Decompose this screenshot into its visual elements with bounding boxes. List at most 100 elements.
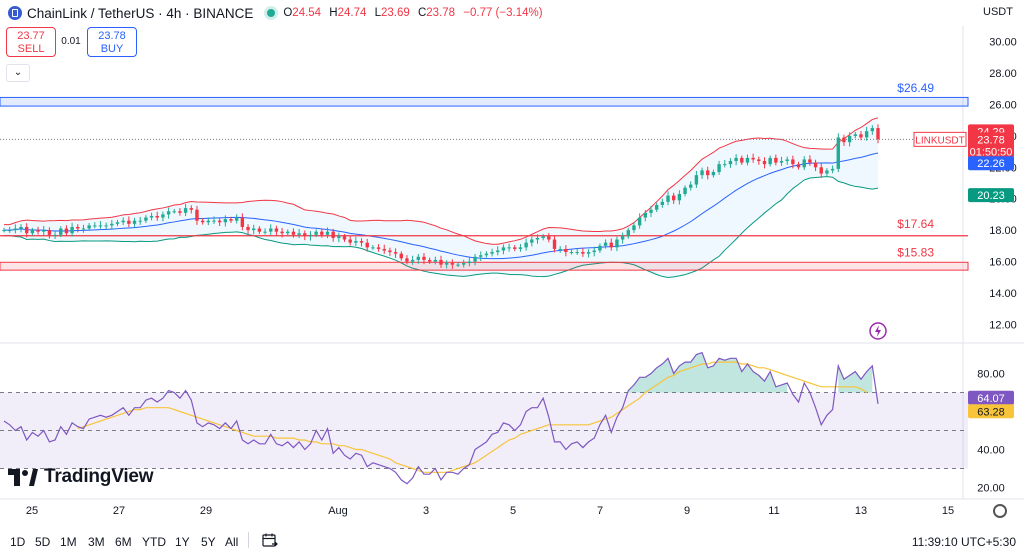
candle [870,128,875,132]
buy-button[interactable]: 23.78 BUY [87,27,137,57]
candle [757,159,761,162]
candle [24,226,29,234]
candle [47,230,52,235]
symbol-title[interactable]: ChainLink / TetherUS · 4h · BINANCE [27,5,254,21]
sell-label: SELL [17,43,45,55]
bb-fill [4,117,878,278]
timeframe-5y-button[interactable]: 5Y [201,535,216,549]
currency-selector[interactable]: USDT [983,6,1013,18]
candle [785,159,789,162]
market-status-icon[interactable] [267,9,276,17]
candle [286,231,290,234]
candle [615,239,619,248]
candle [467,261,472,264]
high-value: 24.74 [337,7,367,19]
time-tick-label: 29 [200,505,212,517]
candle [706,170,710,176]
tradingview-watermark[interactable]: TradingView [8,466,154,488]
candle [274,228,279,232]
candle [830,168,835,171]
bb-basis-line [4,152,879,260]
candle [444,263,449,265]
candle [518,247,523,249]
price-tick-label: 16.00 [989,257,1017,269]
candle [348,239,352,243]
symbol-header[interactable]: ChainLink / TetherUS · 4h · BINANCE O24.… [8,3,548,23]
timeframe-1m-button[interactable]: 1M [60,535,77,549]
candle [393,252,398,254]
rsi-tick-label: 20.00 [977,483,1005,495]
price-label-box [968,132,1014,159]
candle [853,134,858,136]
candle [774,157,778,163]
lightning-bolt [875,325,881,337]
timeframe-6m-button[interactable]: 6M [115,535,132,549]
candle [81,228,86,230]
time-tick-label: 9 [684,505,690,517]
candle [30,230,35,234]
zone-1 [0,261,969,271]
rsi-ma-line [77,361,867,473]
timeframe-ytd-button[interactable]: YTD [142,535,166,549]
tradingview-logo-icon [8,468,38,486]
chevron-down-icon[interactable]: ⌄ [6,64,30,82]
symbol-tag: LINKUSDT [915,135,964,146]
candle [70,226,74,234]
candle [666,195,670,202]
candle [149,215,154,218]
candle [796,164,801,168]
candle [263,231,267,233]
calendar-range-icon[interactable] [262,532,278,548]
timeframe-1y-button[interactable]: 1Y [175,535,190,549]
candle [547,236,551,240]
candle [252,228,256,231]
candle [745,157,750,163]
candle [717,164,721,173]
timeframe-5d-button[interactable]: 5D [35,535,51,549]
candle [217,220,222,223]
candle [456,264,460,266]
candle [864,131,869,138]
candle [291,231,296,235]
rsi-tick-label: 40.00 [977,445,1005,457]
candle [76,226,80,229]
sell-button[interactable]: 23.77 SELL [6,27,56,57]
candle [280,231,284,234]
timeframe-1d-button[interactable]: 1D [10,535,26,549]
time-tick-label: 7 [597,505,603,517]
candle [723,164,727,166]
candle [507,247,511,249]
candle [229,219,233,221]
candle [206,220,211,223]
candle [422,256,426,260]
gear-icon[interactable] [993,504,1007,518]
timeframe-all-button[interactable]: All [225,535,239,549]
price-label-box [968,188,1014,203]
candle [496,250,500,253]
candle [314,231,318,235]
timeframe-3m-button[interactable]: 3M [88,535,105,549]
candle [802,159,806,168]
candle [166,211,171,215]
candle [98,225,103,227]
candle [371,247,375,249]
candle [303,233,307,237]
price-label-text: 20.23 [977,190,1005,202]
candle [388,250,392,253]
candle [728,161,733,165]
rsi-overbought-fill [628,352,788,393]
candle [416,256,421,260]
candle [677,193,682,201]
price-label-text: 01:50:50 [970,146,1013,158]
candle [632,225,636,231]
candle [501,247,506,251]
candle [104,225,108,227]
candle [138,220,142,222]
candle [195,209,199,221]
clock-timezone[interactable]: 11:39:10 UTC+5:30 [911,535,1016,549]
bb-lower-line [4,176,879,278]
candle [530,239,534,243]
candle [700,170,704,176]
time-tick-label: 25 [26,505,38,517]
